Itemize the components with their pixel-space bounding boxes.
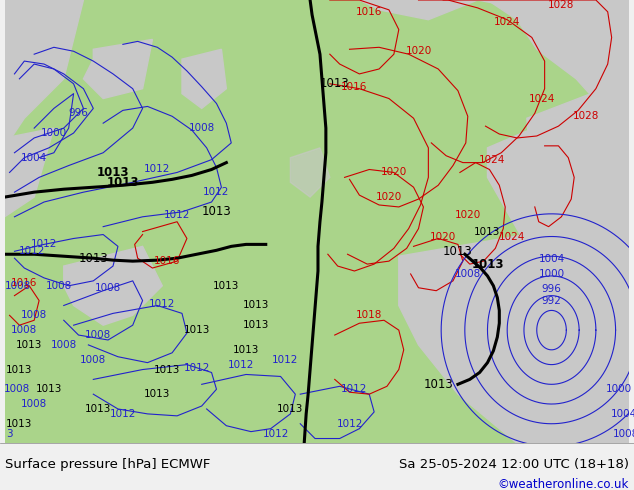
- Text: 1013: 1013: [6, 365, 32, 374]
- Text: 1004: 1004: [611, 409, 634, 419]
- Text: 1018: 1018: [356, 310, 382, 320]
- Text: 1013: 1013: [474, 226, 501, 237]
- Polygon shape: [488, 0, 630, 138]
- Text: 1016: 1016: [356, 7, 382, 17]
- Text: 1008: 1008: [51, 340, 77, 350]
- Text: 1008: 1008: [80, 355, 107, 365]
- Text: 1013: 1013: [471, 258, 504, 270]
- Text: 1008: 1008: [95, 283, 121, 293]
- Text: 1013: 1013: [16, 340, 42, 350]
- Text: 1013: 1013: [213, 281, 240, 291]
- Polygon shape: [64, 246, 162, 325]
- Text: 1013: 1013: [443, 245, 473, 258]
- Text: 1012: 1012: [31, 240, 57, 249]
- Text: 1028: 1028: [548, 0, 574, 10]
- Text: 1013: 1013: [184, 325, 210, 335]
- Text: 1013: 1013: [243, 320, 269, 330]
- Text: 1008: 1008: [613, 429, 634, 439]
- Text: 1013: 1013: [424, 378, 453, 391]
- Text: 1000: 1000: [41, 128, 67, 138]
- Text: 1008: 1008: [21, 399, 48, 409]
- Text: 1016: 1016: [154, 256, 181, 266]
- Text: 1008: 1008: [85, 330, 112, 340]
- Text: 1012: 1012: [144, 165, 171, 174]
- Text: 1012: 1012: [19, 246, 46, 256]
- Text: 1013: 1013: [107, 176, 139, 189]
- Text: 1013: 1013: [36, 384, 62, 394]
- Text: 3: 3: [6, 429, 13, 439]
- Text: 1024: 1024: [494, 17, 521, 26]
- Polygon shape: [488, 118, 596, 276]
- Text: 1008: 1008: [455, 269, 481, 279]
- Text: 1000: 1000: [538, 269, 565, 279]
- Text: 1012: 1012: [341, 384, 368, 394]
- Text: 1013: 1013: [320, 77, 349, 90]
- Text: 1012: 1012: [204, 187, 230, 197]
- Text: 1013: 1013: [144, 389, 171, 399]
- Text: 1020: 1020: [376, 192, 402, 202]
- Text: ©weatheronline.co.uk: ©weatheronline.co.uk: [498, 478, 629, 490]
- Text: 1008: 1008: [46, 281, 72, 291]
- Text: 1020: 1020: [430, 231, 456, 242]
- Text: 1012: 1012: [336, 419, 363, 429]
- Text: 1013: 1013: [202, 205, 231, 219]
- Polygon shape: [290, 148, 330, 197]
- Polygon shape: [182, 49, 226, 108]
- Polygon shape: [359, 0, 630, 29]
- Text: 1013: 1013: [154, 365, 181, 374]
- Text: 1024: 1024: [529, 94, 555, 103]
- Polygon shape: [4, 0, 630, 443]
- Text: 1013: 1013: [6, 419, 32, 429]
- Text: 996: 996: [68, 108, 89, 118]
- Text: 996: 996: [541, 284, 562, 294]
- Polygon shape: [4, 0, 84, 148]
- Text: 1008: 1008: [188, 123, 215, 133]
- Text: Sa 25-05-2024 12:00 UTC (18+18): Sa 25-05-2024 12:00 UTC (18+18): [399, 458, 629, 471]
- Text: 1013: 1013: [277, 404, 304, 414]
- Polygon shape: [4, 0, 630, 443]
- Text: 1008: 1008: [11, 325, 37, 335]
- Text: Surface pressure [hPa] ECMWF: Surface pressure [hPa] ECMWF: [5, 458, 210, 471]
- Polygon shape: [84, 39, 152, 98]
- Polygon shape: [399, 217, 630, 443]
- Text: 1020: 1020: [405, 46, 432, 56]
- Text: 1008: 1008: [5, 281, 32, 291]
- Text: 1012: 1012: [228, 360, 254, 369]
- Text: 1028: 1028: [573, 111, 599, 122]
- Text: 1013: 1013: [85, 404, 112, 414]
- Text: 1012: 1012: [262, 429, 289, 439]
- Text: 1012: 1012: [272, 355, 299, 365]
- Text: 1024: 1024: [479, 155, 505, 165]
- Text: 1016: 1016: [341, 82, 368, 92]
- Text: 1000: 1000: [605, 384, 631, 394]
- Text: 1004: 1004: [538, 254, 565, 264]
- Text: 1012: 1012: [184, 363, 210, 372]
- Text: 1013: 1013: [243, 300, 269, 311]
- Text: 1020: 1020: [381, 168, 407, 177]
- Text: 1013: 1013: [97, 166, 129, 179]
- Text: 1008: 1008: [21, 310, 48, 320]
- Text: 1020: 1020: [455, 210, 481, 220]
- Text: 1016: 1016: [11, 278, 37, 288]
- Text: 992: 992: [541, 295, 562, 306]
- Text: 1012: 1012: [149, 298, 176, 309]
- Text: 1004: 1004: [21, 153, 48, 163]
- Polygon shape: [527, 79, 630, 374]
- Text: 1008: 1008: [3, 384, 30, 394]
- Text: 1013: 1013: [233, 345, 259, 355]
- Text: 1013: 1013: [79, 252, 108, 265]
- Text: 1012: 1012: [164, 210, 190, 220]
- Polygon shape: [4, 128, 54, 217]
- Text: 1012: 1012: [110, 409, 136, 419]
- Text: 1024: 1024: [499, 231, 526, 242]
